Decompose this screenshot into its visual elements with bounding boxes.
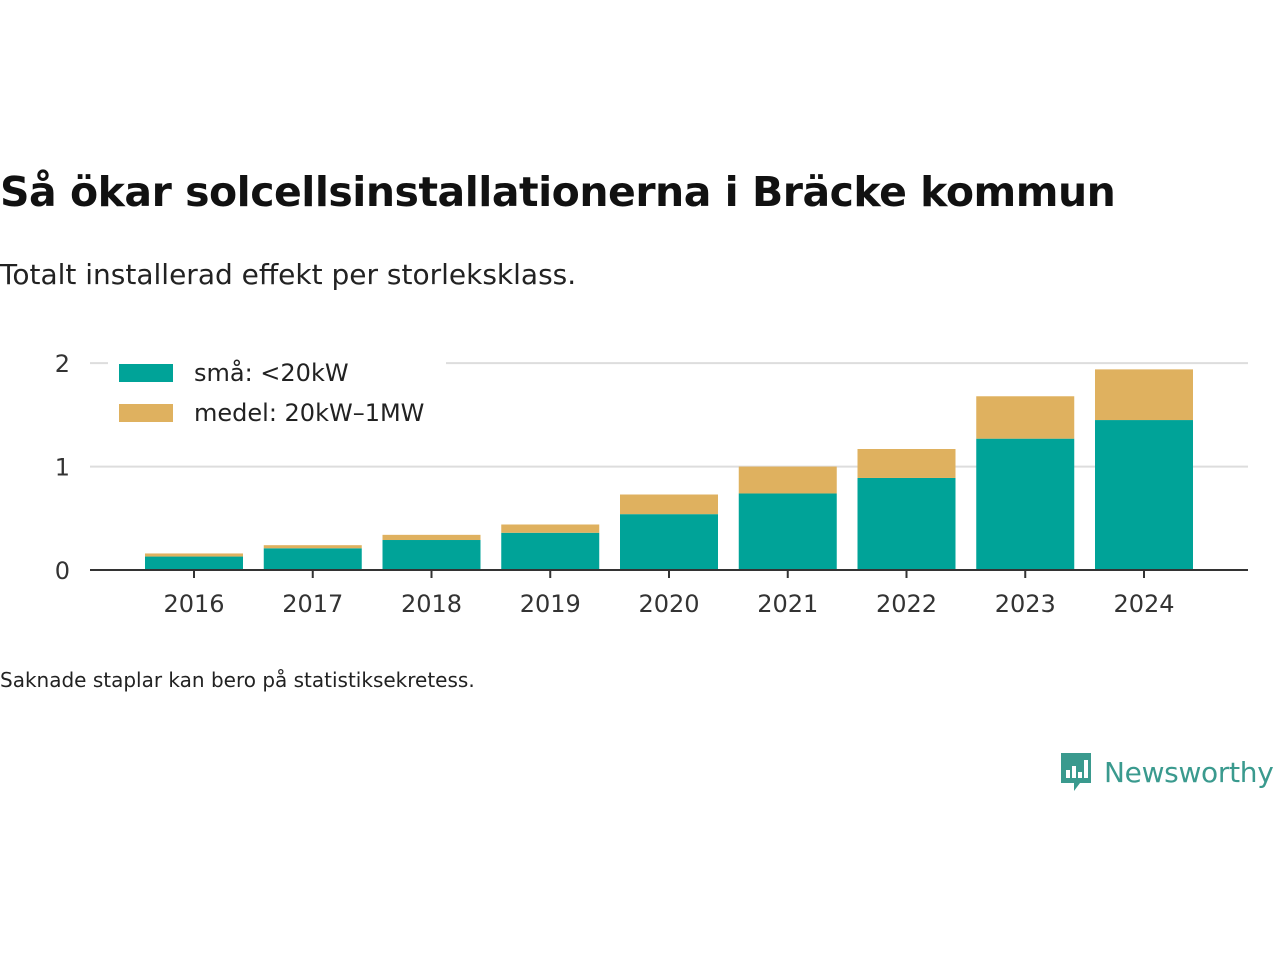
x-tick-label: 2024	[1113, 590, 1174, 618]
bar-segment	[1095, 420, 1193, 570]
bar-segment	[263, 545, 362, 549]
y-tick-label: 1	[55, 454, 70, 482]
bar-segment	[738, 493, 837, 570]
bar-segment	[1095, 369, 1193, 421]
y-tick-label: 2	[55, 350, 70, 378]
footnote: Saknade staplar kan bero på statistiksek…	[0, 668, 475, 692]
bars	[145, 369, 1193, 570]
bar-segment	[382, 534, 481, 541]
x-tick-label: 2019	[520, 590, 581, 618]
bar-segment	[382, 540, 481, 570]
bar-segment	[976, 396, 1075, 439]
bar-segment	[976, 438, 1075, 570]
x-tick-label: 2022	[876, 590, 937, 618]
bar-segment	[857, 449, 956, 478]
legend: små: <20kW medel: 20kW–1MW	[108, 350, 446, 440]
legend-swatch	[119, 364, 173, 382]
chart-subtitle: Totalt installerad effekt per storlekskl…	[0, 258, 577, 291]
bar-segment	[501, 532, 600, 570]
bar-segment	[501, 524, 600, 533]
brand-name: Newsworthy	[1104, 755, 1274, 789]
bar-segment	[145, 553, 243, 557]
x-tick-label: 2018	[401, 590, 462, 618]
bar-segment	[857, 477, 956, 570]
x-tick-label: 2020	[638, 590, 699, 618]
x-tick-label: 2023	[995, 590, 1056, 618]
bar-segment	[620, 494, 718, 515]
x-tick-label: 2017	[282, 590, 343, 618]
x-tick-label: 2021	[757, 590, 818, 618]
legend-label: små: <20kW	[194, 358, 349, 387]
axes: 0 1 2 2016 2017 2018 2019 2020 2021 2022 2023 2024	[55, 350, 1248, 618]
bar-segment	[145, 556, 243, 570]
y-tick-label: 0	[55, 557, 70, 585]
bar-segment	[620, 514, 718, 570]
legend-label: medel: 20kW–1MW	[194, 399, 424, 427]
bar-segment	[263, 548, 362, 570]
bar-segment	[738, 466, 837, 494]
newsworthy-logo-icon	[1061, 753, 1091, 791]
legend-swatch	[119, 404, 173, 422]
x-tick-label: 2016	[163, 590, 224, 618]
newsworthy-logo[interactable]: Newsworthy	[1058, 750, 1274, 794]
chart-title: Så ökar solcellsinstallationerna i Bräck…	[0, 168, 1116, 216]
